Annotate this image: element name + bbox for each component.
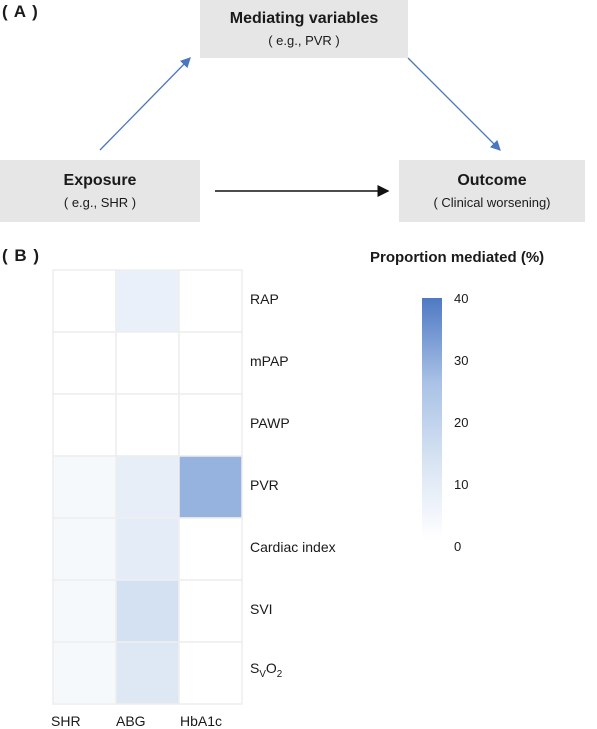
heatmap-cell-mpap-shr [52,331,117,395]
mediator-box: Mediating variables ( e.g., PVR ) [200,0,408,58]
row-label-svi: SVI [250,601,273,617]
heatmap-cell-pvr-abg [115,455,180,519]
mediator-to-outcome-arrow [407,57,501,151]
colorbar-tick-0: 0 [454,539,462,554]
row-label-svo2: SVO2 [250,660,283,680]
row-label-rap: RAP [250,291,279,307]
heatmap-cell-rap-shr [52,269,117,333]
exposure-to-mediator-arrow [99,57,191,151]
colorbar-tick-30: 30 [454,353,469,368]
col-label-shr: SHR [51,713,81,729]
heatmap-cell-svi-shr [52,579,117,643]
heatmap-cell-rap-abg [115,269,180,333]
heatmap-cell-cardiac-index-abg [115,517,180,581]
heatmap-cell-mpap-abg [115,331,180,395]
outcome-box: Outcome ( Clinical worsening) [399,160,585,222]
mediator-title: Mediating variables [229,10,379,27]
row-label-mpap: mPAP [250,353,289,369]
col-label-hba1c: HbA1c [180,713,223,729]
heatmap-cell-pawp-shr [52,393,117,457]
mediator-subtitle: ( e.g., PVR ) [268,33,340,48]
heatmap-cell-pawp-hba1c [178,393,243,457]
heatmap-cell-pvr-hba1c [178,455,243,519]
heatmap-cell-svi-hba1c [178,579,243,643]
row-label-pvr: PVR [250,477,279,493]
heatmap-cell-svo2-shr [52,641,117,705]
row-label-pawp: PAWP [250,415,290,431]
heatmap-cell-svo2-hba1c [178,641,243,705]
exposure-subtitle: ( e.g., SHR ) [63,195,137,210]
colorbar-tick-10: 10 [454,477,469,492]
col-label-abg: ABG [116,713,146,729]
panel-b-label: ( B ) [2,246,41,265]
colorbar [422,298,442,540]
heatmap-cell-svo2-abg [115,641,180,705]
heatmap-cell-cardiac-index-hba1c [178,517,243,581]
outcome-subtitle: ( Clinical worsening) [433,195,551,210]
row-label-cardiac-index: Cardiac index [250,539,336,555]
heatmap-cell-pawp-abg [115,393,180,457]
legend-title: Proportion mediated (%) [370,249,545,266]
exposure-box: Exposure ( e.g., SHR ) [0,160,200,222]
heatmap-cell-svi-abg [115,579,180,643]
heatmap-cell-rap-hba1c [178,269,243,333]
colorbar-tick-20: 20 [454,415,469,430]
colorbar-tick-40: 40 [454,291,469,306]
exposure-title: Exposure [63,172,137,189]
heatmap-cell-mpap-hba1c [178,331,243,395]
heatmap-cell-pvr-shr [52,455,117,519]
heatmap-cell-cardiac-index-shr [52,517,117,581]
panel-a-label: ( A ) [2,2,39,21]
outcome-title: Outcome [457,172,527,189]
